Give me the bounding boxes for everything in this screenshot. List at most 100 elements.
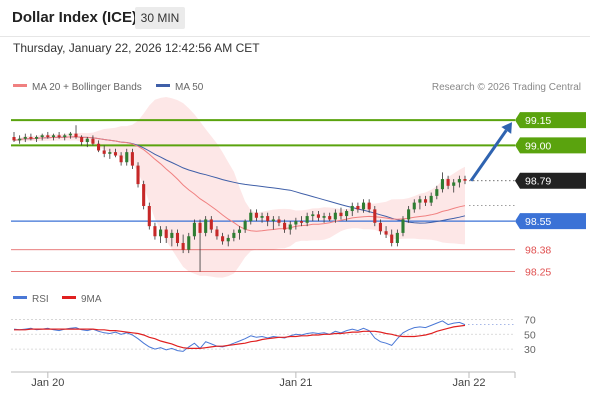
price-levels [11,119,515,272]
candle-body [215,229,219,237]
candle-body [34,137,39,139]
candle-body [260,216,264,218]
level-tag-pivot [515,213,586,230]
research-credit: Research © 2026 Trading Central [432,82,581,93]
candle-body [345,211,349,217]
rsi-line [13,320,466,352]
candle-body [226,237,230,242]
candle-body [373,209,377,223]
candle-body [463,179,467,181]
x-tick-label: Jan 22 [452,377,485,389]
last-price-label: 98.79 [525,176,551,188]
candle-body [440,179,445,190]
rsi-panel: RSI 9MA 70 50 30 [11,294,536,356]
ma50-legend-label: MA 50 [175,82,204,93]
candle-body [446,179,450,186]
candle-body [209,219,213,230]
rsi-legend-swatch [13,296,27,299]
candle-body [198,222,202,233]
ma20-legend-label: MA 20 + Bollinger Bands [32,82,142,93]
candle-body [153,226,157,237]
candle-body [91,138,95,144]
ma20-legend-swatch [13,84,27,87]
candle-body [159,229,163,237]
candlesticks [12,125,467,272]
candle-body [204,219,208,233]
candle-body [80,137,84,143]
candle-body [40,135,44,138]
rsi-tick-label: 50 [524,329,536,341]
candle-body [429,195,433,203]
level-label-support: 98.25 [525,267,551,279]
candle-body [108,152,112,154]
level-label-resistance: 99.15 [525,115,551,127]
x-axis: Jan 20 Jan 21 Jan 22 [11,371,516,389]
candle-body [102,150,106,154]
candle-body [142,184,146,206]
candle-body [457,179,461,183]
candle-body [401,219,405,233]
candle-body [97,143,101,151]
bollinger-band [14,97,465,278]
candle-body [378,222,382,232]
candle-body [288,224,292,230]
level-label-pivot: 98.55 [525,216,551,228]
candle-body [12,137,16,141]
candle-body [170,232,174,238]
candle-body [192,222,196,237]
candle-body [232,232,236,238]
x-ticks: Jan 20 Jan 21 Jan 22 [31,372,486,389]
candle-body [46,135,50,138]
forecast-arrow-head [501,122,512,134]
candle-body [164,229,168,238]
candle-body [322,216,326,218]
candle-body [130,152,134,166]
candle-body [23,137,27,139]
candle-body [423,199,428,203]
candle-body [271,219,275,222]
candle-body [266,216,270,222]
candle-body [113,152,118,156]
candle-body [249,212,253,222]
candle-body [328,216,332,220]
candle-body [333,212,337,220]
candle-body [63,135,67,138]
candle-body [412,202,416,210]
level-label-resistance: 99.00 [525,140,551,152]
candle-body [356,205,360,210]
candle-body [221,236,225,242]
rsi-tick-label: 30 [524,344,536,356]
candle-body [136,165,140,185]
candle-body [350,205,354,212]
forecast-arrow-shaft [469,129,508,182]
header-bar: Dollar Index (ICE) 30 MIN [0,0,590,37]
candle-body [452,182,456,186]
candle-body [254,212,258,218]
candle-body [435,189,439,196]
candle-body [395,232,399,243]
chart-legend: MA 20 + Bollinger Bands MA 50 Research ©… [13,82,581,93]
candle-body [125,152,129,163]
candle-body [57,135,61,138]
rsi-gridlines: 70 50 30 [11,314,536,356]
ma50-legend-swatch [156,84,170,87]
level-label-support: 98.38 [525,245,551,257]
candle-body [187,236,191,250]
candle-body [299,221,304,223]
candle-body [68,133,72,136]
level-tag-resistance [515,112,586,129]
timeframe-badge[interactable]: 30 MIN [135,7,185,29]
candle-body [361,202,366,210]
candle-body [339,212,343,217]
candle-body [119,155,123,163]
rsi-legend-label: RSI [32,294,49,305]
level-tag-resistance [515,137,586,154]
candle-body [367,202,371,210]
instrument-title: Dollar Index (ICE) [12,9,138,26]
candle-body [418,199,422,203]
candle-body [147,205,151,227]
candle-body [237,229,242,233]
ma9-legend-label: 9MA [81,294,102,305]
x-tick-label: Jan 20 [31,377,64,389]
